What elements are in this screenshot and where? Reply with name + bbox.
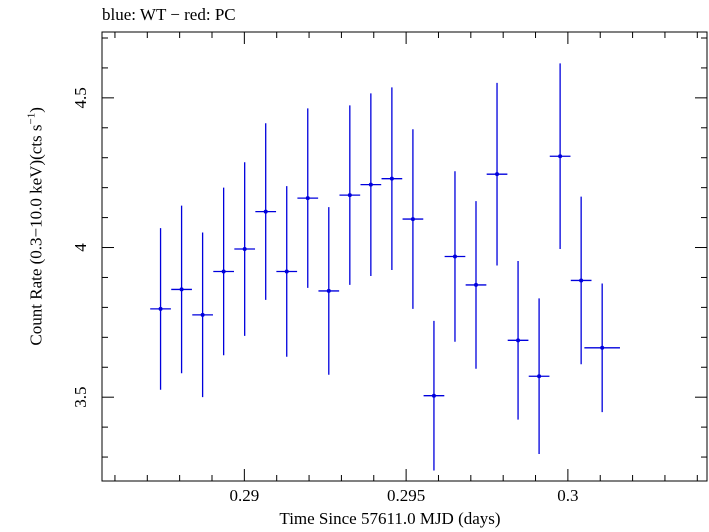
data-point bbox=[276, 186, 298, 357]
point-marker bbox=[263, 209, 268, 214]
plot-frame bbox=[101, 31, 708, 482]
y-tick-label: 4.5 bbox=[71, 87, 90, 108]
data-point bbox=[213, 187, 234, 356]
data-point bbox=[444, 171, 466, 342]
data-point bbox=[297, 108, 319, 288]
data-point bbox=[150, 228, 171, 390]
point-marker bbox=[516, 338, 521, 343]
y-tick-label: 3.5 bbox=[71, 387, 90, 408]
point-marker bbox=[200, 312, 205, 317]
data-point bbox=[234, 162, 256, 336]
point-marker bbox=[221, 269, 226, 274]
data-point bbox=[465, 201, 487, 369]
y-axis-label-exponent: −1 bbox=[25, 112, 38, 125]
point-marker bbox=[558, 154, 563, 159]
x-axis-label: Time Since 57611.0 MJD (days) bbox=[279, 509, 501, 528]
data-point bbox=[255, 123, 277, 300]
data-points bbox=[150, 63, 620, 471]
point-marker bbox=[410, 217, 415, 222]
data-point bbox=[339, 105, 361, 285]
point-marker bbox=[305, 196, 310, 201]
point-marker bbox=[389, 176, 394, 181]
data-point bbox=[584, 283, 620, 413]
data-point bbox=[486, 82, 508, 266]
data-point bbox=[318, 207, 340, 375]
data-point bbox=[549, 63, 571, 250]
point-marker bbox=[537, 374, 542, 379]
data-point bbox=[192, 232, 213, 398]
point-marker bbox=[284, 269, 289, 274]
data-point bbox=[171, 205, 192, 374]
axis-ticks bbox=[102, 32, 707, 481]
point-marker bbox=[474, 282, 478, 287]
point-marker bbox=[495, 172, 500, 177]
y-tick-label: 4 bbox=[71, 243, 90, 252]
y-axis-label-main: Count Rate (0.3−10.0 keV)(cts s bbox=[26, 124, 46, 346]
point-marker bbox=[431, 393, 436, 398]
point-marker bbox=[347, 193, 352, 198]
point-marker bbox=[452, 254, 457, 259]
x-tick-label: 0.295 bbox=[387, 486, 425, 505]
point-marker bbox=[158, 306, 163, 311]
tick-labels: 0.29 0.295 0.3 3.5 4 4.5 bbox=[71, 87, 579, 505]
data-point bbox=[423, 320, 445, 471]
data-point bbox=[507, 260, 529, 420]
chart-title: blue: WT − red: PC bbox=[102, 5, 236, 24]
x-tick-label: 0.29 bbox=[229, 486, 259, 505]
point-marker bbox=[600, 345, 605, 350]
data-point bbox=[381, 87, 403, 270]
point-marker bbox=[179, 287, 184, 292]
y-axis-label: Count Rate (0.3−10.0 keV)(cts s−1) bbox=[26, 26, 47, 426]
data-point bbox=[360, 93, 382, 276]
point-marker bbox=[579, 278, 584, 283]
x-tick-label: 0.3 bbox=[557, 486, 578, 505]
point-marker bbox=[242, 247, 247, 252]
point-marker bbox=[326, 288, 331, 293]
point-marker bbox=[368, 182, 373, 187]
data-point bbox=[402, 129, 424, 309]
data-point bbox=[570, 196, 592, 365]
y-axis-label-end: ) bbox=[26, 107, 46, 113]
data-point bbox=[528, 298, 550, 455]
